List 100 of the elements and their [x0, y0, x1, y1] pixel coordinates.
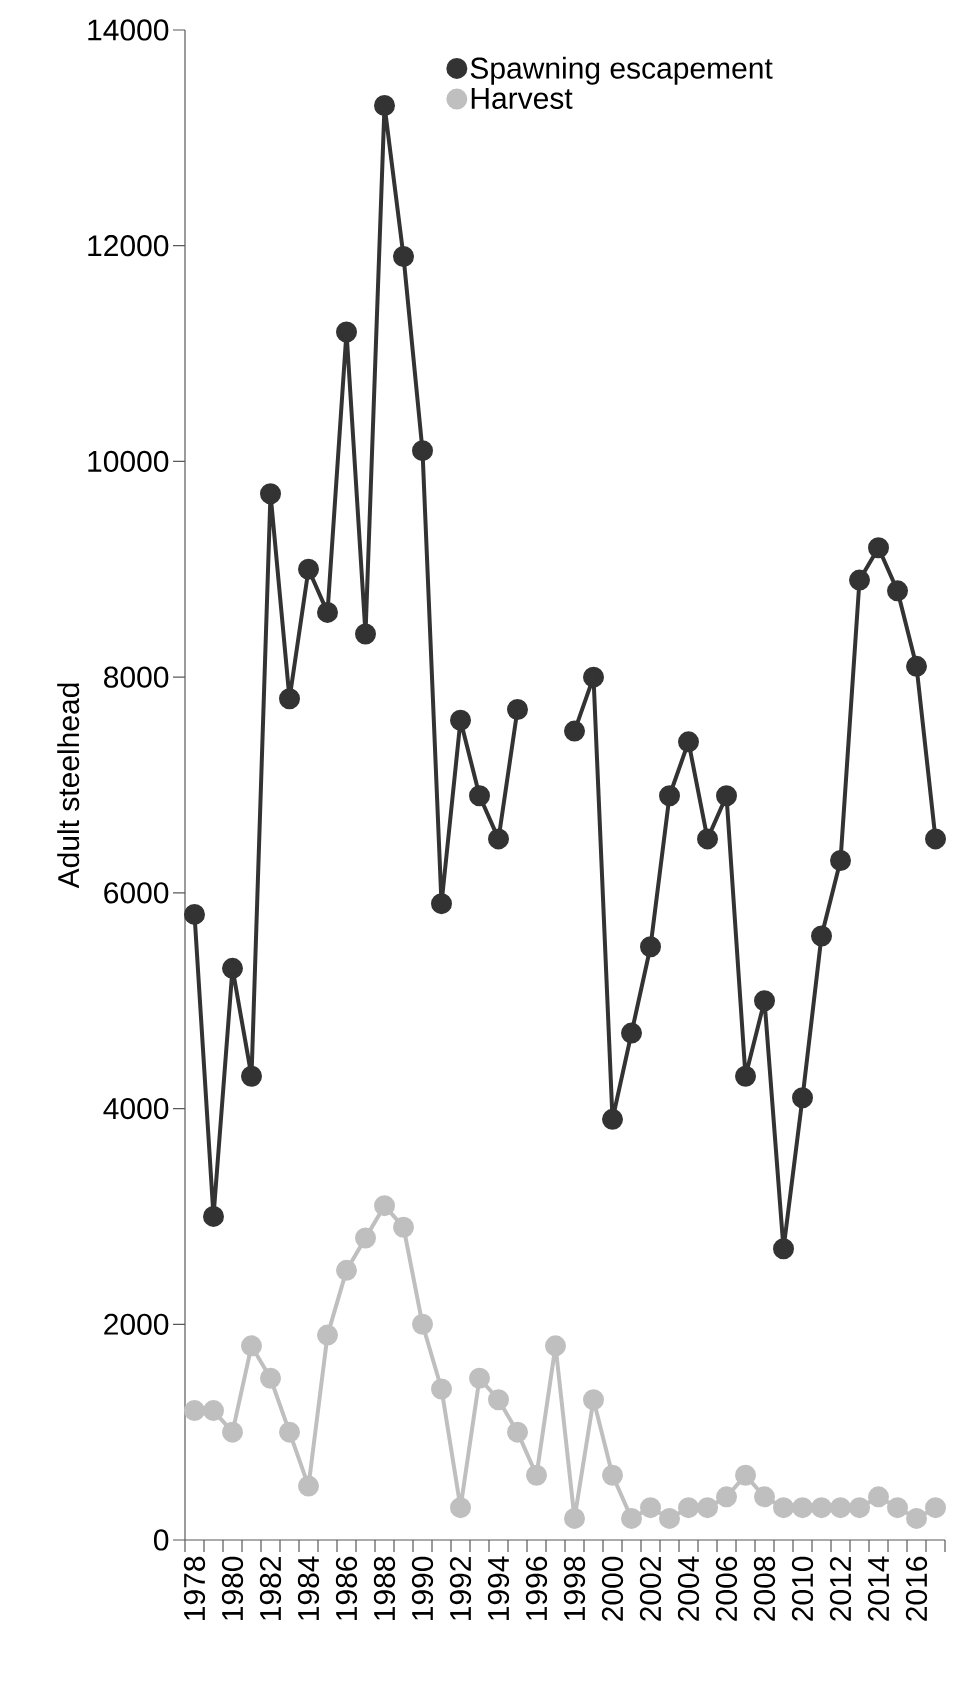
point — [393, 245, 414, 267]
point — [298, 558, 319, 580]
x-tick-label: 2004 — [677, 1556, 700, 1621]
point — [659, 1507, 681, 1529]
point — [469, 785, 490, 807]
x-tick-label: 1990 — [411, 1556, 434, 1620]
point — [355, 623, 376, 645]
x-tick-label: 2008 — [753, 1556, 776, 1621]
point — [697, 828, 719, 850]
point — [735, 1065, 757, 1087]
point — [450, 1497, 471, 1519]
x-tick-label: 1998 — [563, 1556, 586, 1620]
point — [241, 1335, 262, 1357]
y-tick-label: 10000 — [88, 450, 169, 473]
point — [640, 1497, 661, 1519]
point — [412, 440, 433, 462]
point — [811, 925, 833, 947]
point — [868, 537, 890, 559]
x-tick-label: 1992 — [449, 1557, 472, 1620]
x-tick-label: 1978 — [183, 1556, 206, 1620]
point — [222, 957, 243, 979]
point — [488, 1389, 509, 1411]
point — [716, 785, 738, 807]
point — [906, 655, 928, 677]
point — [735, 1464, 757, 1486]
point — [260, 1367, 281, 1389]
point — [469, 1367, 490, 1389]
point — [868, 1486, 890, 1508]
point — [773, 1497, 795, 1519]
x-tick-label: 1994 — [487, 1556, 510, 1620]
point — [374, 1195, 395, 1217]
point — [222, 1421, 243, 1443]
point — [507, 698, 528, 720]
point — [374, 94, 395, 116]
y-tick-label: 0 — [153, 1529, 169, 1551]
point — [507, 1421, 528, 1443]
point — [583, 1389, 604, 1411]
x-tick-label: 1984 — [297, 1556, 320, 1620]
point — [830, 1497, 852, 1519]
point — [241, 1065, 262, 1087]
point — [849, 1497, 871, 1519]
point — [925, 1497, 947, 1519]
point — [678, 1497, 700, 1519]
legend-label: Harvest — [471, 88, 573, 109]
point — [678, 731, 700, 753]
x-tick-label: 1986 — [335, 1556, 358, 1620]
point — [336, 321, 357, 343]
point — [317, 601, 338, 623]
legend-label: Spawning escapement — [470, 56, 773, 85]
point — [754, 1486, 776, 1508]
x-tick-label: 1980 — [221, 1556, 244, 1620]
point — [659, 785, 681, 807]
y-tick-label: 12000 — [88, 235, 169, 257]
point — [203, 1205, 224, 1227]
point — [317, 1324, 338, 1346]
point — [811, 1497, 833, 1519]
point — [887, 1497, 909, 1519]
point — [906, 1507, 928, 1529]
point — [754, 990, 776, 1012]
point — [488, 828, 509, 850]
point — [564, 1507, 585, 1529]
y-tick-label: 8000 — [104, 666, 169, 688]
x-tick-label: 2010 — [791, 1556, 814, 1621]
y-tick-label: 4000 — [103, 1097, 169, 1120]
point — [450, 709, 471, 731]
x-tick-label: 2002 — [639, 1557, 662, 1621]
point — [564, 720, 585, 742]
point — [279, 1421, 300, 1443]
point — [393, 1216, 414, 1238]
y-tick-label: 6000 — [104, 882, 169, 904]
point — [412, 1313, 433, 1335]
x-tick-label: 1982 — [259, 1557, 282, 1620]
point — [298, 1475, 319, 1497]
y-axis-title: Adult steelhead — [57, 683, 80, 889]
point — [184, 1400, 205, 1422]
point — [545, 1335, 566, 1357]
point — [925, 828, 947, 850]
point — [279, 688, 300, 710]
point — [431, 1378, 452, 1400]
point — [716, 1486, 738, 1508]
x-tick-label: 2014 — [867, 1556, 890, 1621]
point — [621, 1507, 642, 1529]
x-tick-label: 2016 — [905, 1556, 928, 1621]
point — [526, 1464, 547, 1486]
point — [792, 1497, 814, 1519]
point — [336, 1259, 357, 1281]
x-tick-label: 2006 — [715, 1556, 738, 1621]
point — [887, 580, 909, 602]
x-tick-label: 2000 — [601, 1556, 624, 1621]
point — [773, 1238, 795, 1260]
point — [602, 1464, 623, 1486]
point — [602, 1108, 623, 1130]
y-tick-label: 2000 — [104, 1313, 169, 1335]
point — [260, 483, 281, 505]
point — [849, 569, 871, 591]
point — [355, 1227, 376, 1249]
point — [621, 1022, 642, 1044]
x-tick-label: 1996 — [525, 1556, 548, 1620]
point — [640, 936, 661, 958]
x-tick-label: 2012 — [829, 1557, 852, 1621]
